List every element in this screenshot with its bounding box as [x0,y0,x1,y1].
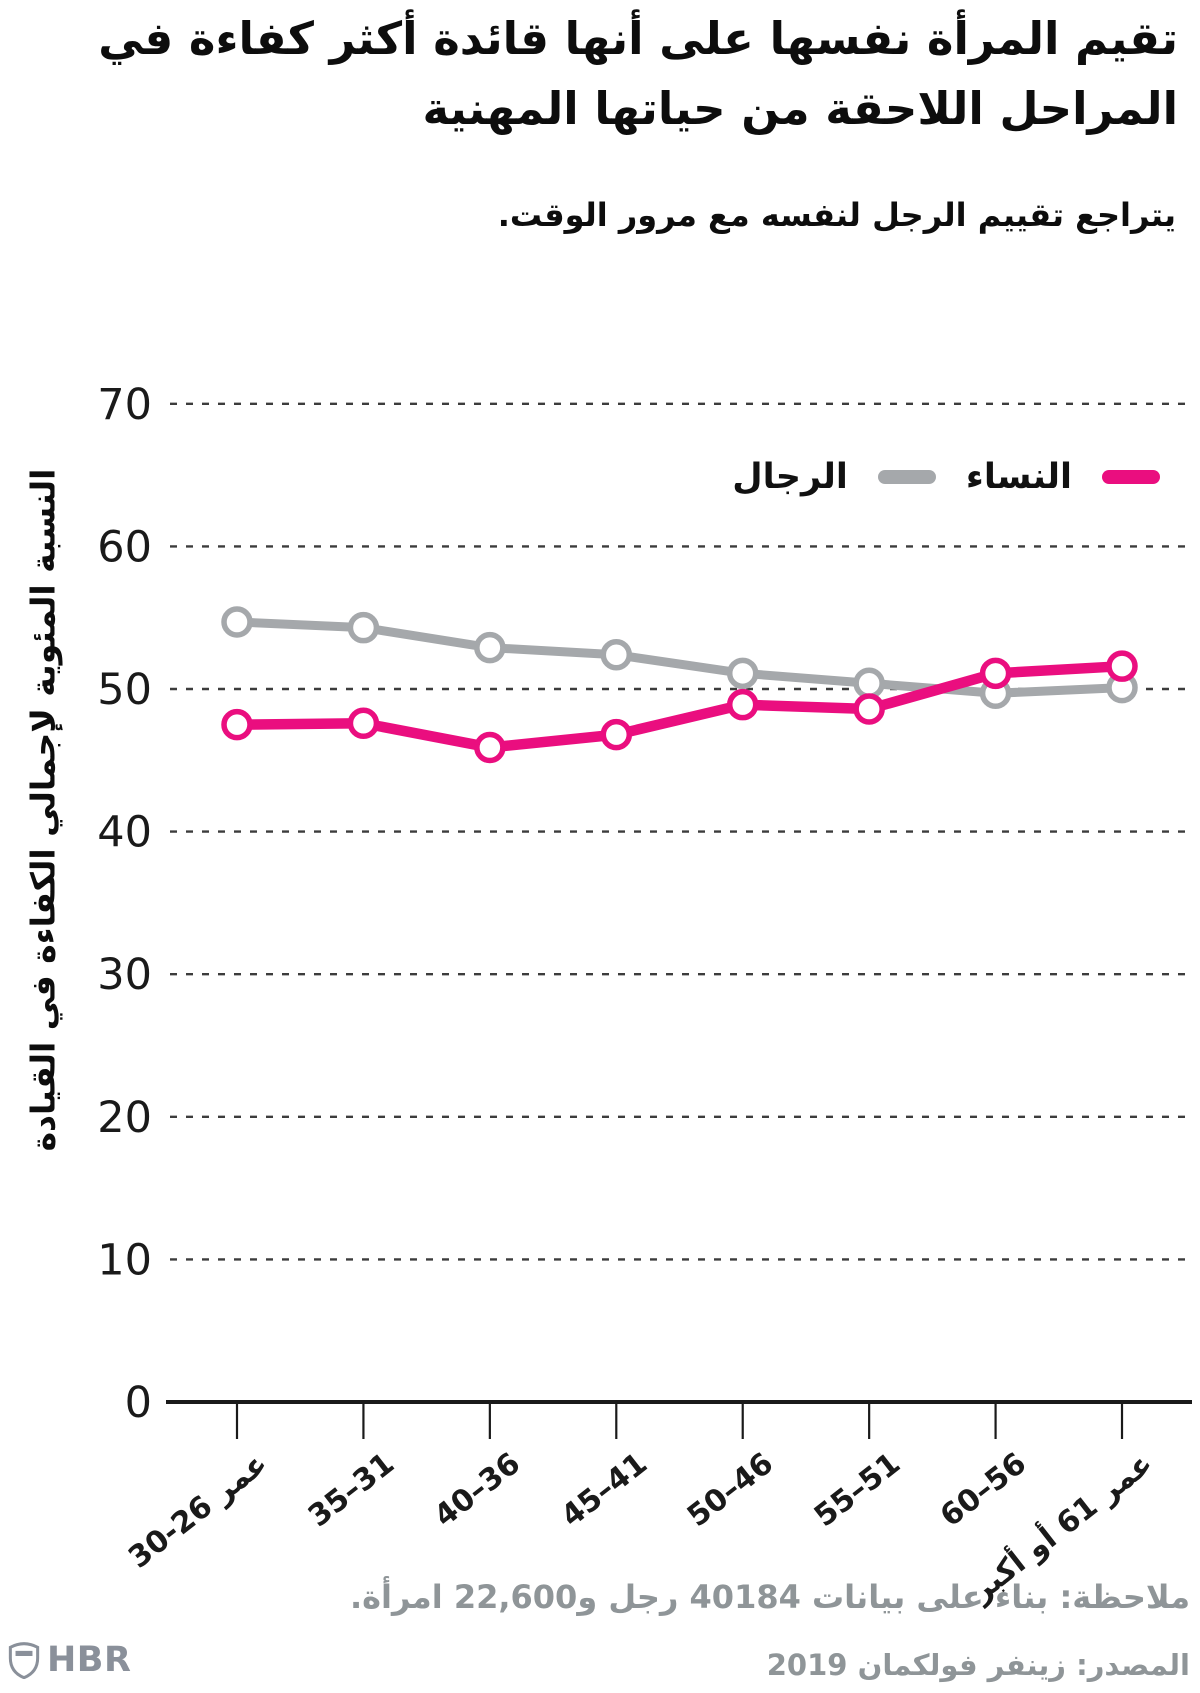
data-point-marker [600,639,633,671]
data-point-marker [221,708,253,741]
data-point-marker [347,611,380,644]
series-line-1 [232,617,1127,698]
legend-label-men: الرجال [732,457,848,497]
data-point-marker [853,693,885,725]
legend-label-women: النساء [965,457,1072,497]
data-point-marker [600,718,633,751]
data-point-marker [221,606,253,638]
y-tick-label: 40 [97,808,152,858]
data-point-marker [474,731,506,764]
data-point-marker [1106,650,1138,682]
hbr-shield-icon [8,1642,40,1679]
data-point-marker [853,667,885,700]
data-point-marker [726,657,759,690]
chart-subtitle: يتراجع تقييم الرجل لنفسه مع مرور الوقت. [497,196,1176,234]
chart-title-line2: المراحل اللاحقة من حياتها المهنية [422,82,1178,135]
legend-swatch-men [877,470,936,484]
chart-legend: النساء الرجال [732,452,1160,502]
y-tick-label: 60 [97,522,152,572]
chart-source: المصدر: زينفر فولكمان 2019 [766,1648,1190,1682]
data-point-marker [979,657,1012,690]
y-tick-label: 0 [125,1378,152,1428]
data-point-marker [726,688,759,721]
y-tick-label: 10 [97,1235,152,1285]
y-tick-label: 70 [97,380,152,430]
hbr-logo-text: HBR [47,1640,132,1680]
chart-title-line1: تقيم المرأة نفسها على أنها قائدة أكثر كف… [98,12,1178,65]
legend-swatch-women [1102,470,1160,484]
line-chart: 70 60 50 40 30 20 10 0 [97,380,1192,1439]
series-line-0 [231,660,1128,753]
y-tick-label: 20 [97,1093,152,1143]
hbr-logo: HBR [8,1640,131,1680]
y-tick-label: 50 [97,665,152,715]
chart-title: تقيم المرأة نفسها على أنها قائدة أكثر كف… [20,4,1178,144]
data-point-marker [347,707,380,739]
chart-note: ملاحظة: بناء على بيانات 40184 رجل و22,60… [349,1578,1190,1616]
data-point-marker [474,631,506,664]
y-tick-label: 30 [97,950,152,1000]
